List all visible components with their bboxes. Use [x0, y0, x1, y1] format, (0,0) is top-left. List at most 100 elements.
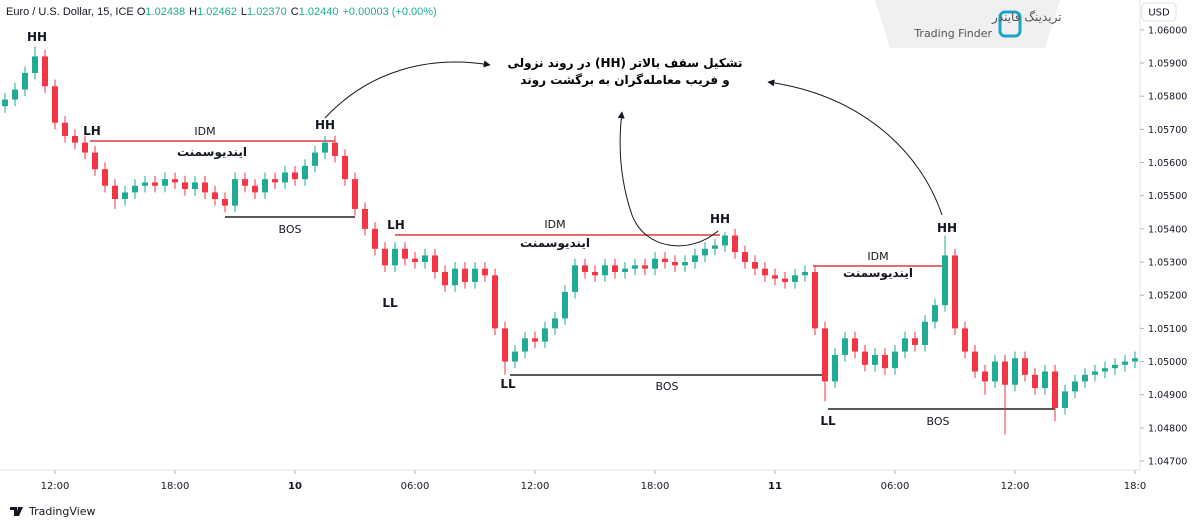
annotation: IDM: [867, 250, 888, 263]
candle-body: [202, 182, 208, 193]
candle-body: [1012, 358, 1018, 385]
candle-body: [172, 179, 178, 183]
candle-body: [442, 271, 448, 286]
candle-body: [82, 142, 88, 153]
y-tick-label: 1.05600: [1148, 158, 1187, 169]
candle-body: [562, 291, 568, 319]
candle-body: [432, 255, 438, 272]
candle-body: [872, 354, 878, 365]
candle-body: [312, 152, 318, 166]
candle-body: [572, 265, 578, 292]
header: Euro / U.S. Dollar, 15, ICE O1.02438 H1.0…: [6, 6, 441, 18]
candle-body: [792, 275, 798, 282]
candle-body: [542, 328, 548, 342]
y-tick-label: 1.05300: [1148, 258, 1187, 269]
y-tick-label: 1.05700: [1148, 125, 1187, 136]
x-tick-label: 18:0: [1124, 481, 1146, 492]
candle-body: [322, 142, 328, 153]
candle-body: [1032, 374, 1038, 389]
candle-body: [122, 192, 128, 200]
candle-body: [812, 271, 818, 329]
annotation: ایندیوسمنت: [843, 266, 913, 281]
y-tick-label: 1.05500: [1148, 191, 1187, 202]
candle-body: [352, 179, 358, 209]
candle-body: [912, 338, 918, 345]
ohlc-value: 1.02462: [197, 6, 237, 18]
candle-body: [292, 172, 298, 180]
candle-body: [132, 185, 138, 193]
annotation: ایندیوسمنت: [177, 145, 247, 160]
annotation: BOS: [279, 223, 302, 236]
currency[interactable]: USD: [1148, 8, 1170, 19]
candle-body: [732, 235, 738, 253]
candle-body: [522, 338, 528, 352]
annotation: HH: [710, 212, 730, 226]
candle-body: [402, 248, 408, 259]
y-tick-label: 1.04900: [1148, 390, 1187, 401]
candle-body: [802, 271, 808, 276]
candle-body: [692, 255, 698, 263]
arrows: [324, 60, 943, 247]
candle-body: [1022, 358, 1028, 375]
logo-fa: تریدینگ فایندر: [991, 10, 1062, 25]
candle-body: [472, 268, 478, 282]
candle-body: [592, 271, 598, 276]
candle-body: [1052, 371, 1058, 408]
candle-body: [662, 258, 668, 263]
y-tick-label: 1.04700: [1148, 457, 1187, 468]
annotation: BOS: [927, 415, 950, 428]
candle-body: [452, 268, 458, 286]
candle-body: [262, 179, 268, 193]
candle-body: [342, 155, 348, 180]
annotation: LL: [382, 296, 398, 310]
note-line: و فریب معامله‌گران به برگشت روند: [520, 73, 729, 88]
ohlc-value: 1.02440: [298, 6, 339, 18]
candle-body: [972, 351, 978, 372]
candle-body: [742, 252, 748, 263]
candle-body: [602, 265, 608, 276]
y-tick-label: 1.05000: [1148, 357, 1187, 368]
ohlc-label: C: [290, 6, 299, 18]
candle-body: [842, 338, 848, 355]
candle-body: [302, 165, 308, 180]
candle-body: [622, 268, 628, 272]
candle-body: [552, 318, 558, 329]
candle-body: [272, 179, 278, 183]
candle-body: [112, 185, 118, 200]
candle-body: [282, 172, 288, 183]
ohlc-label: H: [189, 6, 198, 18]
currency-button[interactable]: [1141, 2, 1177, 22]
candle-body: [892, 351, 898, 369]
candle-body: [982, 371, 988, 382]
candle-body: [832, 354, 838, 382]
arrow: [767, 79, 943, 216]
candle-body: [422, 255, 428, 263]
candle-body: [712, 245, 718, 249]
candle-body: [862, 351, 868, 365]
candle-body: [782, 278, 788, 282]
y-tick-label: 1.05100: [1148, 324, 1187, 335]
candle-body: [152, 182, 158, 186]
ohlc-value: 1.02438: [145, 6, 186, 18]
candle-body: [372, 228, 378, 249]
y-tick-label: 1.06000: [1148, 25, 1187, 36]
candle-body: [942, 255, 948, 306]
candle-body: [1132, 358, 1138, 362]
candle-body: [902, 338, 908, 352]
y-tick-label: 1.05400: [1148, 224, 1187, 235]
candle-body: [72, 135, 78, 143]
candle-body: [2, 99, 8, 107]
candle-body: [62, 122, 68, 136]
candle-body: [482, 268, 488, 276]
candle-body: [1122, 361, 1128, 365]
candle-body: [1102, 368, 1108, 372]
candle-body: [682, 262, 688, 266]
candle-body: [1002, 361, 1008, 385]
symbol: Euro / U.S. Dollar, 15, ICE: [6, 6, 134, 18]
annotation: LL: [500, 377, 516, 391]
candle-body: [42, 56, 48, 87]
candle-body: [532, 338, 538, 342]
x-tick-label: 18:00: [161, 481, 190, 492]
annotation: LH: [83, 124, 101, 138]
